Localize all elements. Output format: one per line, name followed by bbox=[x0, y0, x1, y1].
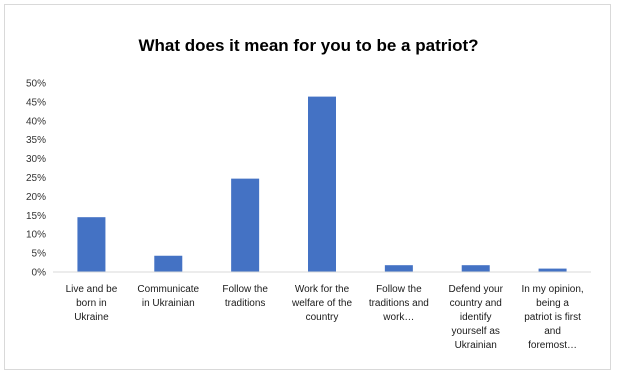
chart-frame bbox=[4, 4, 611, 370]
y-tick-label: 30% bbox=[26, 154, 46, 165]
chart-title: What does it mean for you to be a patrio… bbox=[138, 36, 479, 55]
y-tick-label: 45% bbox=[26, 97, 46, 108]
x-tick-label: Follow the traditions and work… bbox=[369, 284, 429, 323]
y-tick-label: 0% bbox=[32, 268, 47, 279]
bar bbox=[461, 265, 490, 272]
x-tick-label: Defend your country and identify yourself a… bbox=[448, 284, 503, 351]
y-tick-label: 15% bbox=[26, 211, 46, 222]
bar bbox=[77, 217, 106, 272]
y-tick-label: 35% bbox=[26, 135, 46, 146]
y-tick-label: 10% bbox=[26, 230, 46, 241]
y-tick-label: 25% bbox=[26, 173, 46, 184]
bar bbox=[154, 255, 183, 272]
x-tick-label: Work for the welfare of the country bbox=[291, 284, 352, 323]
x-tick-label: Communicate in Ukrainian bbox=[137, 284, 199, 309]
bar bbox=[384, 265, 413, 272]
x-tick-label: Live and be born in Ukraine bbox=[66, 284, 118, 323]
x-tick-label: In my opinion, being a patriot is first and… bbox=[521, 284, 583, 351]
x-tick-label: Follow the traditions bbox=[222, 284, 268, 309]
bar bbox=[538, 268, 567, 272]
bar bbox=[231, 178, 260, 272]
x-axis: Live and be born in Ukraine Communicate in U… bbox=[66, 284, 584, 351]
bars bbox=[77, 96, 567, 272]
y-axis: 0% 5% 10% 15% 20% 25% 30% 35% 40% 45% 50% bbox=[26, 79, 46, 279]
y-tick-label: 5% bbox=[32, 249, 47, 260]
bar bbox=[308, 96, 336, 272]
y-tick-label: 40% bbox=[26, 116, 46, 127]
y-tick-label: 50% bbox=[26, 79, 46, 90]
y-tick-label: 20% bbox=[26, 192, 46, 203]
